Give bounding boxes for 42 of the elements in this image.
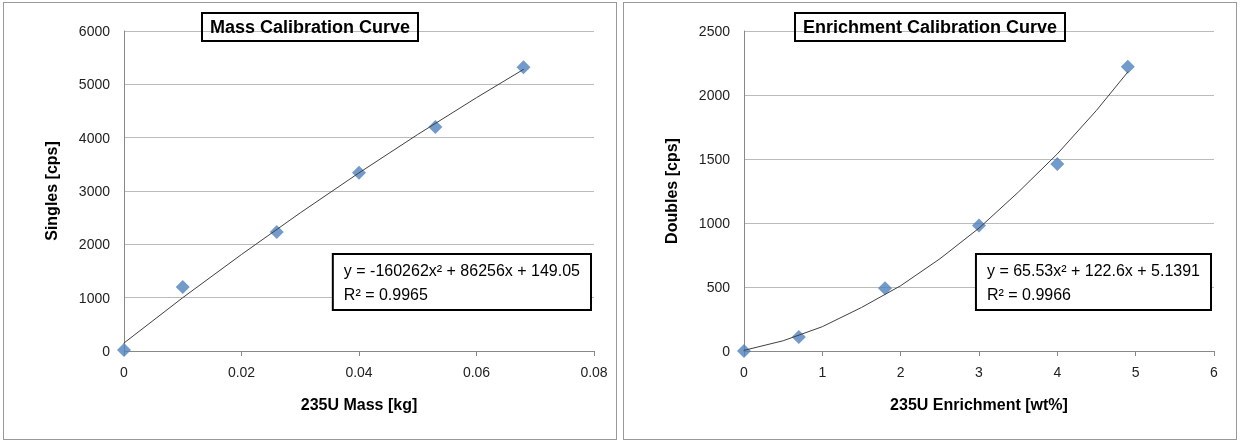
x-tick-label: 0.02 <box>227 364 256 380</box>
x-tick-label: 0 <box>740 364 749 380</box>
x-tick-label: 4 <box>1053 364 1062 380</box>
x-tick-label: 0 <box>120 364 129 380</box>
annotation: y = 65.53x² + 122.6x + 5.1391 <box>986 261 1201 279</box>
x-tick-label: 0.04 <box>345 364 373 380</box>
annotation: R² = 0.9966 <box>986 285 1072 303</box>
y-tick-label: 1000 <box>698 215 731 231</box>
y-tick-label: 1000 <box>78 289 111 306</box>
x-tick-label: 0.08 <box>580 364 608 380</box>
y-tick-label: 2500 <box>698 23 731 39</box>
point <box>1050 157 1065 172</box>
point <box>878 281 892 296</box>
annotation: y = -160262x² + 86256x + 149.05 <box>343 261 581 279</box>
y-axis-title: Singles [cps] <box>42 141 60 241</box>
x-tick-label: 3 <box>975 364 984 380</box>
y-tick-label: 5000 <box>78 76 111 93</box>
x-tick-label: 2 <box>896 364 905 380</box>
point <box>737 344 751 358</box>
point <box>117 342 131 357</box>
x-axis-title: 235U Mass [kg] <box>300 395 418 413</box>
y-axis-title: Doubles [cps] <box>662 138 680 244</box>
annotation: R² = 0.9965 <box>343 285 428 303</box>
chart-title: Mass Calibration Curve <box>209 17 411 37</box>
y-tick-label: 1500 <box>698 151 731 167</box>
y-tick-label: 4000 <box>78 129 111 146</box>
y-tick-label: 500 <box>706 279 731 295</box>
chart-title: Enrichment Calibration Curve <box>802 17 1058 37</box>
point <box>1120 59 1135 74</box>
y-tick-label: 3000 <box>78 183 111 199</box>
point <box>175 280 190 294</box>
y-tick-label: 6000 <box>78 23 111 39</box>
y-tick-label: 0 <box>102 343 111 359</box>
x-tick-label: 6 <box>1210 364 1219 380</box>
point <box>516 60 531 75</box>
y-tick-label: 0 <box>722 343 731 359</box>
x-tick-label: 5 <box>1131 364 1140 380</box>
y-tick-label: 2000 <box>698 87 731 103</box>
x-axis-title: 235U Enrichment [wt%] <box>890 395 1068 413</box>
x-tick-label: 1 <box>818 364 827 380</box>
y-tick-label: 2000 <box>78 236 111 253</box>
x-tick-label: 0.06 <box>462 364 491 380</box>
